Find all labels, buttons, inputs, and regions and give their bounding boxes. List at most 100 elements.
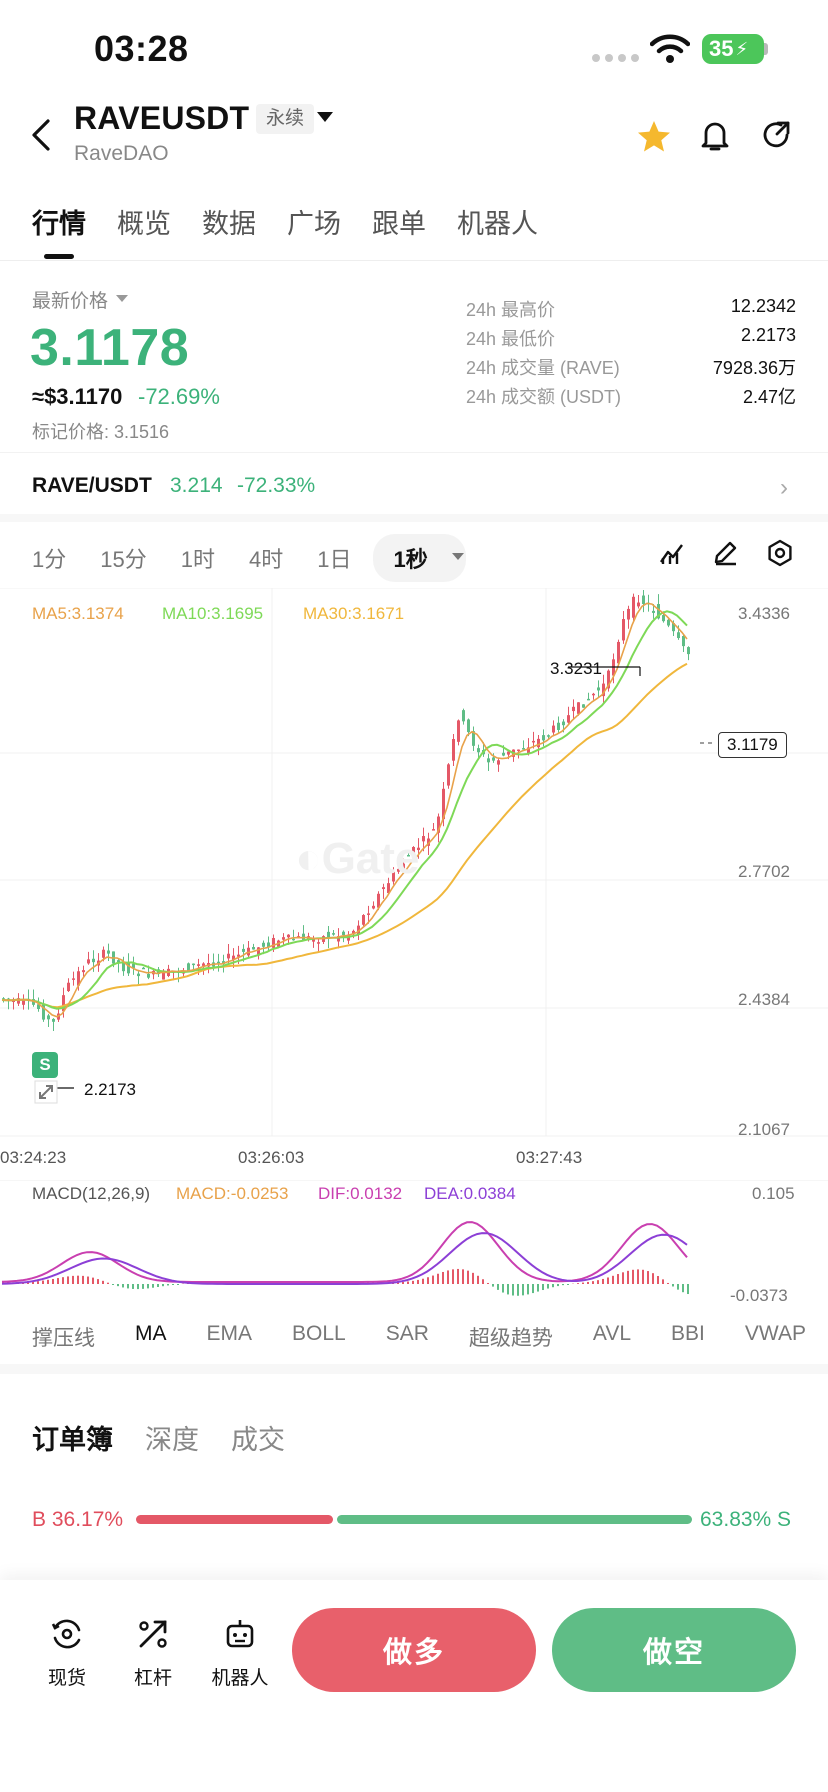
interval-1m[interactable]: 1分 [32, 547, 67, 572]
tab-overview[interactable]: 概览 [117, 209, 171, 239]
sell-marker[interactable]: S [32, 1052, 58, 1078]
spot-icon [51, 1619, 81, 1649]
candle-body [542, 735, 545, 741]
dif-value: DIF:0.0132 [318, 1184, 403, 1203]
symbol-title[interactable]: RAVEUSDT [74, 100, 250, 136]
macd-bar [162, 1284, 164, 1287]
favorite-star-icon[interactable] [636, 120, 672, 159]
back-icon[interactable] [28, 118, 54, 157]
interval-1s[interactable]: 1秒 [373, 534, 467, 582]
tab-trades[interactable]: 成交 [231, 1425, 285, 1455]
battery-nub [764, 43, 768, 55]
last-price-label[interactable]: 最新价格 [32, 291, 109, 312]
stat-turnover-label: 24h 成交额 (USDT) [466, 387, 622, 407]
macd-bar [497, 1284, 499, 1290]
candle-body [537, 738, 540, 748]
indicator-ema[interactable]: EMA [206, 1322, 253, 1345]
indicator-bbi[interactable]: BBI [671, 1322, 705, 1345]
stat-high-value: 12.2342 [730, 296, 796, 316]
candle-body [447, 764, 450, 786]
tab-orderbook[interactable]: 订单簿 [32, 1425, 113, 1455]
macd-bar [492, 1284, 494, 1287]
candle-body [417, 847, 420, 851]
indicator-avl[interactable]: AVL [592, 1322, 632, 1345]
macd-bar [52, 1278, 54, 1284]
nav-spot-label: 现货 [47, 1668, 86, 1689]
tab-data[interactable]: 数据 [202, 209, 256, 239]
candle-body [592, 693, 595, 696]
chart-settings-icon[interactable] [766, 539, 794, 572]
price-alert-bell-icon[interactable] [698, 118, 732, 159]
indicator-tabs: 撑压线 MA EMA BOLL SAR 超级趋势 AVL BBI VWAP [32, 1322, 828, 1352]
candle-body [317, 942, 320, 944]
nav-robot[interactable]: 机器人 [205, 1616, 275, 1690]
macd-bar [477, 1275, 479, 1284]
share-icon[interactable] [760, 118, 794, 159]
candle-body [367, 913, 370, 915]
tab-copy-trade[interactable]: 跟单 [372, 209, 426, 239]
cellular-signal-icon [592, 54, 639, 62]
section-gap [0, 1364, 828, 1374]
ma30-line [1, 662, 688, 1009]
interval-15m[interactable]: 15分 [100, 547, 147, 572]
spot-pair-label[interactable]: RAVE/USDT [32, 474, 152, 497]
draw-pen-icon[interactable] [712, 540, 740, 571]
indicator-supertrend[interactable]: 超级趋势 [468, 1327, 553, 1350]
short-button[interactable]: 做空 [552, 1608, 796, 1692]
candle-body [392, 871, 395, 882]
interval-1d[interactable]: 1日 [317, 547, 352, 572]
macd-bar [467, 1270, 469, 1284]
dea-value: DEA:0.0384 [424, 1184, 516, 1203]
candle-body [617, 641, 620, 664]
tab-square[interactable]: 广场 [287, 209, 341, 239]
time-label: 03:26:03 [238, 1148, 305, 1167]
macd-bar [402, 1281, 404, 1284]
last-price: 3.1178 [30, 319, 190, 377]
macd-bar [152, 1284, 154, 1288]
current-price-tag[interactable]: 3.1179 [718, 732, 787, 758]
macd-bar [57, 1278, 59, 1284]
macd-bar [637, 1269, 639, 1284]
interval-caret-icon[interactable] [452, 553, 464, 560]
macd-bar [647, 1271, 649, 1284]
price-change: -72.69% [138, 384, 220, 409]
macd-bar [417, 1279, 419, 1284]
expand-chart-icon[interactable] [34, 1080, 58, 1109]
indicator-vwap[interactable]: VWAP [744, 1322, 806, 1345]
long-button[interactable]: 做多 [292, 1608, 536, 1692]
ma5-line [1, 602, 688, 1018]
nav-leverage[interactable]: 杠杆 [118, 1616, 188, 1690]
high-price-label: 3.3231 [550, 659, 602, 678]
candle-body [107, 950, 110, 954]
stat-volume-value: 7928.36万 [712, 358, 796, 378]
candle-body [552, 725, 555, 733]
indicator-boll[interactable]: BOLL [292, 1322, 346, 1345]
macd-bar [562, 1284, 564, 1286]
section-gap [0, 514, 828, 522]
macd-bar [522, 1284, 524, 1296]
indicator-support-resistance[interactable]: 撑压线 [32, 1327, 95, 1350]
candlestick-chart[interactable]: ◐Gate [0, 588, 828, 1148]
candle-body [462, 710, 465, 722]
sell-ratio-bar [337, 1515, 692, 1524]
macd-bar [407, 1281, 409, 1284]
candle-body [382, 887, 385, 890]
last-price-caret-icon[interactable] [116, 295, 128, 302]
tab-bot[interactable]: 机器人 [457, 209, 538, 239]
tab-market[interactable]: 行情 [32, 209, 86, 239]
symbol-dropdown-icon[interactable] [317, 112, 333, 122]
chevron-right-icon[interactable]: › [780, 474, 788, 501]
tab-depth[interactable]: 深度 [145, 1425, 199, 1455]
macd-y-label: 0.105 [752, 1184, 795, 1203]
nav-spot[interactable]: 现货 [32, 1616, 102, 1690]
macd-chart[interactable] [0, 1180, 828, 1310]
candle-body [627, 608, 630, 620]
interval-4h[interactable]: 4时 [248, 547, 284, 572]
indicator-icon[interactable] [658, 540, 686, 571]
interval-1h[interactable]: 1时 [180, 547, 215, 572]
indicator-sar[interactable]: SAR [385, 1322, 429, 1345]
indicator-ma[interactable]: MA [135, 1322, 167, 1345]
buy-ratio: B 36.17% [32, 1508, 124, 1531]
candle-body [52, 1018, 55, 1022]
macd-bar [612, 1275, 614, 1284]
